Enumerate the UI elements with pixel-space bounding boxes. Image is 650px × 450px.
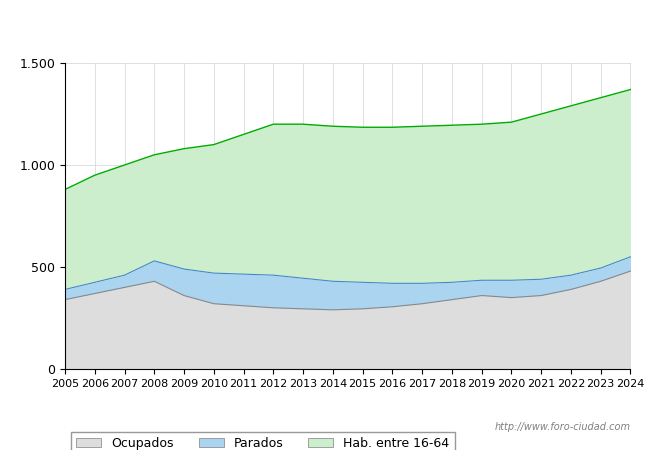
Text: Olesa de Bonesvalls - Evolucion de la poblacion en edad de Trabajar Mayo de 2024: Olesa de Bonesvalls - Evolucion de la po… (48, 21, 602, 33)
Text: http://www.foro-ciudad.com: http://www.foro-ciudad.com (495, 422, 630, 432)
Legend: Ocupados, Parados, Hab. entre 16-64: Ocupados, Parados, Hab. entre 16-64 (72, 432, 454, 450)
